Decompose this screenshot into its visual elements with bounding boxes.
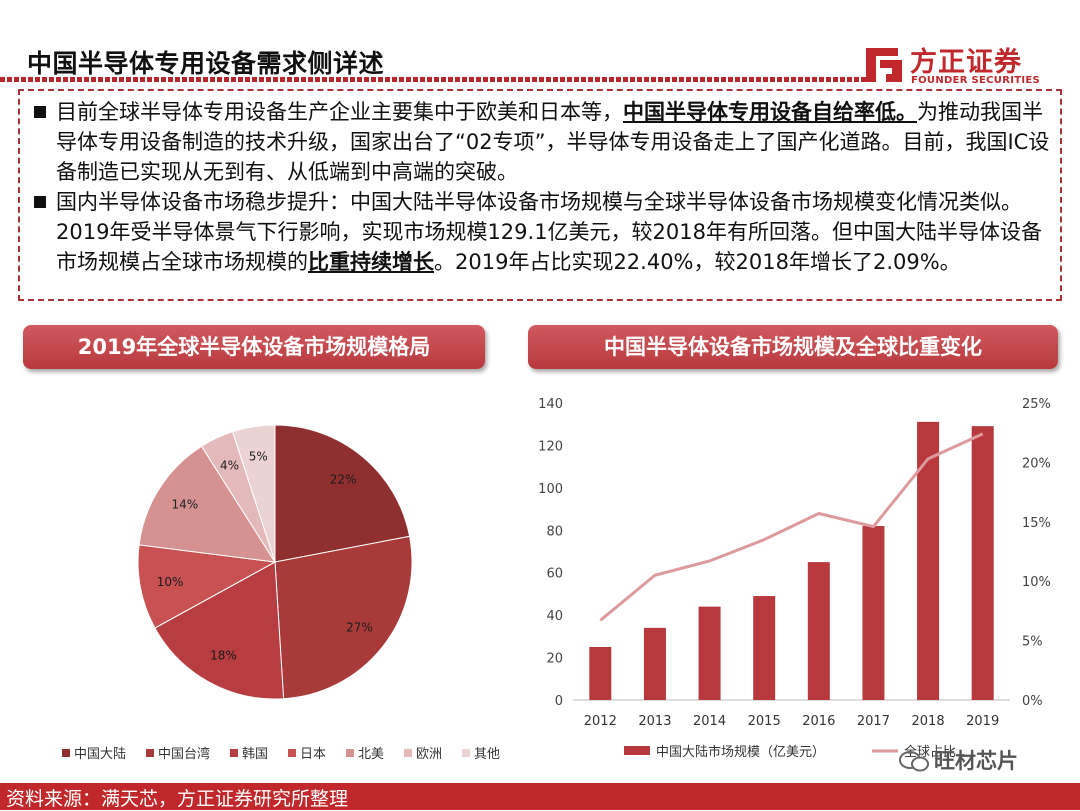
x-axis-tick: 2012: [584, 714, 617, 729]
square-bullet-icon: [34, 106, 46, 118]
paragraph-2-text: 国内半导体设备市场稳步提升：中国大陆半导体设备市场规模与全球半导体设备市场规模变…: [56, 190, 1043, 274]
page-title: 中国半导体专用设备需求侧详述: [27, 49, 385, 78]
left-axis-tick: 120: [538, 439, 563, 454]
legend-label: 日本: [300, 747, 326, 762]
bar: [698, 606, 721, 700]
left-axis-tick: 0: [555, 694, 563, 709]
pie-value-label: 14%: [171, 498, 198, 512]
left-axis-tick: 60: [546, 567, 563, 582]
share-line: [599, 432, 984, 622]
x-axis-tick: 2013: [638, 714, 671, 729]
legend-label: 欧洲: [416, 747, 442, 762]
paragraph-1-text: 目前全球半导体专用设备生产企业主要集中于欧美和日本等，: [56, 100, 623, 124]
legend-label: 中国大陆: [74, 746, 126, 762]
legend-swatch: [346, 749, 354, 757]
logo-name-en: FOUNDER SECURITIES: [911, 75, 1041, 86]
footer-bar: 资料来源：满天芯，方正证券研究所整理: [0, 783, 1080, 810]
bar: [917, 421, 940, 700]
right-axis-tick: 0%: [1022, 694, 1043, 709]
paragraph-2-highlight: 比重持续增长: [308, 250, 434, 274]
left-axis-tick: 140: [538, 397, 563, 412]
bar: [753, 596, 776, 700]
x-axis-tick: 2018: [912, 714, 945, 729]
pie-value-label: 4%: [220, 458, 239, 472]
legend-label: 中国大陆市场规模（亿美元）: [656, 744, 825, 760]
legend-label: 北美: [358, 747, 384, 762]
logo-name-cn: 方正证券: [910, 47, 1022, 78]
pie-slice: [274, 535, 413, 700]
left-axis-tick: 100: [538, 482, 563, 497]
left-axis-tick: 20: [546, 652, 563, 667]
watermark-text: 旺材芯片: [934, 749, 1018, 773]
left-axis-tick: 40: [546, 609, 563, 624]
bar: [862, 526, 885, 700]
pie-slice: [138, 445, 276, 563]
charts-canvas: 22% 27% 18% 10% 14% 4% 5% 中国大陆 中国台湾 韩国 日本 北美 欧洲 其他 0 20…: [62, 397, 1051, 762]
pie-slice: [274, 424, 411, 563]
pie-value-label: 10%: [157, 575, 184, 589]
right-axis-tick: 20%: [1022, 456, 1051, 471]
x-axis-tick: 2014: [693, 714, 726, 729]
x-axis-tick: 2016: [802, 714, 835, 729]
bar: [589, 646, 612, 700]
founder-logo: 方正证券 FOUNDER SECURITIES: [862, 40, 1062, 92]
legend-swatch: [230, 749, 238, 757]
legend-label: 其他: [474, 747, 500, 762]
pie-value-label: 5%: [249, 449, 268, 463]
legend-swatch: [288, 749, 296, 757]
pie-value-label: 27%: [346, 620, 373, 634]
pie-chart-banner: 2019年全球半导体设备市场规模格局: [23, 325, 485, 369]
x-axis-tick: 2019: [966, 714, 999, 729]
legend-label: 全球占比: [904, 744, 956, 760]
legend-swatch: [462, 749, 470, 757]
x-axis-tick: 2015: [748, 714, 781, 729]
legend-label: 中国台湾: [158, 746, 210, 762]
left-axis-tick: 80: [546, 524, 563, 539]
right-axis-tick: 5%: [1022, 635, 1043, 650]
legend-label: 韩国: [242, 747, 268, 762]
summary-box: 目前全球半导体专用设备生产企业主要集中于欧美和日本等，中国半导体专用设备自给率低…: [18, 89, 1062, 301]
square-bullet-icon: [34, 196, 46, 208]
paragraph-1-rest: 为推动我国半导体专用设备制造的技术升级，国家出台了“02专项”，半导体专用设备走…: [56, 100, 1050, 184]
legend-swatch: [624, 746, 650, 755]
bar: [643, 627, 666, 700]
wechat-icon: [899, 751, 929, 772]
source-note: 资料来源：满天芯，方正证券研究所整理: [6, 788, 349, 810]
bar: [807, 562, 830, 700]
founder-logo-icon: [866, 48, 902, 82]
bar: [971, 426, 994, 700]
pie-value-label: 22%: [330, 473, 357, 487]
summary-paragraph-2: 国内半导体设备市场稳步提升：中国大陆半导体设备市场规模与全球半导体设备市场规模变…: [34, 187, 1050, 277]
bar-chart-banner: 中国半导体设备市场规模及全球比重变化: [528, 325, 1058, 369]
x-axis-tick: 2017: [857, 714, 890, 729]
legend-swatch: [404, 749, 412, 757]
summary-paragraph-1: 目前全球半导体专用设备生产企业主要集中于欧美和日本等，中国半导体专用设备自给率低…: [34, 97, 1050, 187]
pie-value-label: 18%: [210, 649, 237, 663]
title-divider: [0, 77, 866, 82]
right-axis-tick: 10%: [1022, 575, 1051, 590]
legend-swatch: [146, 749, 154, 757]
legend-swatch: [62, 749, 70, 757]
right-axis-tick: 15%: [1022, 516, 1051, 531]
paragraph-2-rest: 。2019年占比实现22.40%，较2018年增长了2.09%。: [434, 250, 961, 274]
pie-slice: [154, 561, 285, 700]
right-axis-tick: 25%: [1022, 397, 1051, 412]
pie-slice: [232, 424, 276, 563]
paragraph-1-highlight: 中国半导体专用设备自给率低。: [623, 100, 917, 124]
pie-slice: [137, 544, 277, 629]
